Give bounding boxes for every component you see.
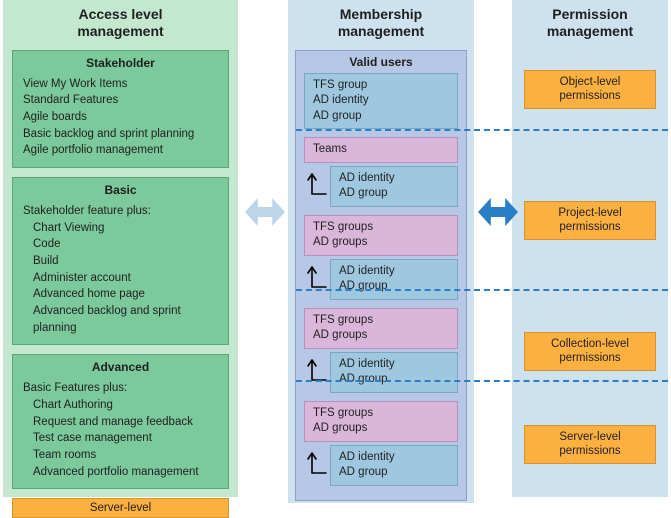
arrow-up-icon xyxy=(304,445,330,479)
identity-line: AD identity xyxy=(313,93,449,109)
group-child-line: AD identity xyxy=(339,171,449,187)
access-footer: Server-level xyxy=(12,498,229,518)
access-card: Stakeholder View My Work ItemsStandard Fe… xyxy=(12,50,229,168)
bidir-arrow-icon xyxy=(478,198,518,226)
permission-box: Collection-levelpermissions xyxy=(524,332,656,371)
permission-column: Permissionmanagement Object-levelpermissi… xyxy=(512,0,668,497)
permission-box: Project-levelpermissions xyxy=(524,201,656,240)
identity-line: AD group xyxy=(313,109,449,125)
access-feature: Advanced backlog and sprint planning xyxy=(23,303,218,336)
access-feature: View My Work Items xyxy=(23,76,218,93)
permission-title: Permissionmanagement xyxy=(512,0,668,50)
access-title: Access levelmanagement xyxy=(3,0,238,50)
access-feature: Agile portfolio management xyxy=(23,142,218,159)
group-head-line: AD groups xyxy=(313,421,449,437)
group-head-line: TFS groups xyxy=(313,313,449,329)
group-head-line: AD groups xyxy=(313,328,449,344)
access-feature: Administer account xyxy=(23,270,218,287)
valid-users-title: Valid users xyxy=(296,51,466,73)
access-feature: Test case management xyxy=(23,430,218,447)
permission-box: Object-levelpermissions xyxy=(524,70,656,109)
group-head-line: TFS groups xyxy=(313,220,449,236)
access-feature: Request and manage feedback xyxy=(23,414,218,431)
access-card-title: Basic xyxy=(13,178,228,199)
access-feature: Code xyxy=(23,236,218,253)
group-child-line: AD group xyxy=(339,279,449,295)
group-child-line: AD identity xyxy=(339,357,449,373)
access-card-lead: Basic Features plus: xyxy=(23,380,218,397)
section-divider xyxy=(296,129,668,131)
access-feature: Team rooms xyxy=(23,447,218,464)
group-child: AD identityAD group xyxy=(330,259,458,300)
group-child-row: AD identityAD group xyxy=(304,166,458,207)
access-card-title: Advanced xyxy=(13,355,228,376)
permission-box: Server-levelpermissions xyxy=(524,425,656,464)
group-head-line: TFS groups xyxy=(313,406,449,422)
arrow-up-icon xyxy=(304,166,330,200)
access-feature: Chart Authoring xyxy=(23,397,218,414)
group-head-line: Teams xyxy=(313,142,449,158)
group-child: AD identityAD group xyxy=(330,445,458,486)
group-child-line: AD identity xyxy=(339,264,449,280)
identity-block: TFS groupAD identityAD group xyxy=(304,73,458,130)
group-child-row: AD identityAD group xyxy=(304,352,458,393)
group-child: AD identityAD group xyxy=(330,166,458,207)
access-feature: Advanced home page xyxy=(23,286,218,303)
group-child-row: AD identityAD group xyxy=(304,259,458,300)
identity-line: TFS group xyxy=(313,78,449,94)
group-head: TFS groupsAD groups xyxy=(304,308,458,349)
access-feature: Chart Viewing xyxy=(23,220,218,237)
valid-users-panel: Valid usersTFS groupAD identityAD groupT… xyxy=(295,50,467,501)
access-feature: Basic backlog and sprint planning xyxy=(23,126,218,143)
membership-column: MembershipmanagementValid usersTFS group… xyxy=(288,0,474,503)
access-card: Advanced Basic Features plus:Chart Author… xyxy=(12,354,229,489)
access-card: Basic Stakeholder feature plus:Chart View… xyxy=(12,177,229,345)
bidir-arrow-icon xyxy=(245,198,285,226)
group-child-line: AD identity xyxy=(339,450,449,466)
access-feature: Agile boards xyxy=(23,109,218,126)
group-head: TFS groupsAD groups xyxy=(304,401,458,442)
group-child-line: AD group xyxy=(339,465,449,481)
arrow-up-icon xyxy=(304,259,330,293)
group-child: AD identityAD group xyxy=(330,352,458,393)
access-level-column: Access levelmanagementStakeholder View My… xyxy=(3,0,238,497)
access-feature: Build xyxy=(23,253,218,270)
access-card-lead: Stakeholder feature plus: xyxy=(23,203,218,220)
membership-title: Membershipmanagement xyxy=(288,0,474,50)
section-divider xyxy=(296,289,668,291)
section-divider xyxy=(296,380,668,382)
group-head: TFS groupsAD groups xyxy=(304,215,458,256)
group-child-line: AD group xyxy=(339,186,449,202)
access-feature: Standard Features xyxy=(23,92,218,109)
access-feature: Advanced portfolio management xyxy=(23,464,218,481)
access-card-title: Stakeholder xyxy=(13,51,228,72)
group-child-row: AD identityAD group xyxy=(304,445,458,486)
group-head: Teams xyxy=(304,137,458,163)
group-head-line: AD groups xyxy=(313,235,449,251)
